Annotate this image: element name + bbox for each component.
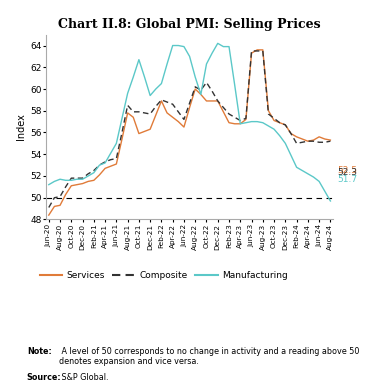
Text: 52.5: 52.5 [337,166,357,175]
Text: 51.7: 51.7 [337,175,357,184]
Y-axis label: Index: Index [16,114,26,141]
Text: Source:: Source: [27,373,61,382]
Text: 52.3: 52.3 [337,168,357,177]
Text: Note:: Note: [27,346,52,355]
Title: Chart II.8: Global PMI: Selling Prices: Chart II.8: Global PMI: Selling Prices [58,18,321,31]
Text: S&P Global.: S&P Global. [59,373,109,382]
Text: A level of 50 corresponds to no change in activity and a reading above 50
denote: A level of 50 corresponds to no change i… [59,346,360,366]
Legend: Services, Composite, Manufacturing: Services, Composite, Manufacturing [36,267,291,283]
